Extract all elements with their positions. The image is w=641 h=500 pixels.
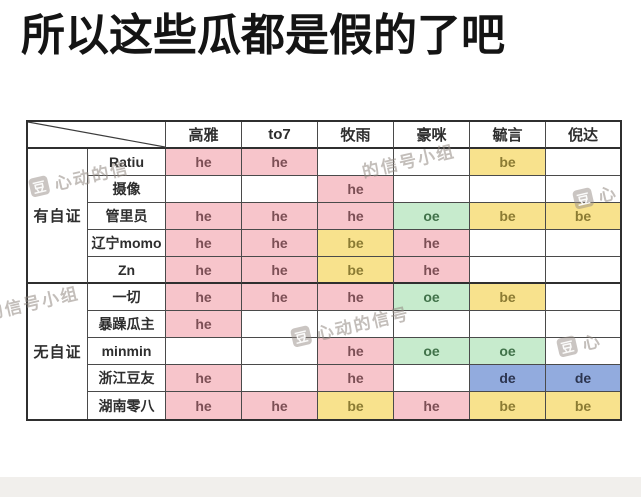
table-cell bbox=[470, 311, 546, 338]
table-cell: he bbox=[242, 230, 318, 257]
table-cell: be bbox=[470, 392, 546, 419]
table-cell: he bbox=[166, 203, 242, 230]
table-cell: he bbox=[394, 392, 470, 419]
table-cell: be bbox=[470, 203, 546, 230]
table-cell: be bbox=[318, 257, 394, 284]
row-label: Zn bbox=[88, 257, 166, 284]
table-cell bbox=[546, 149, 620, 176]
table-cell bbox=[546, 311, 620, 338]
table-cell bbox=[546, 230, 620, 257]
table-cell bbox=[394, 149, 470, 176]
table-cell bbox=[546, 338, 620, 365]
group-label: 无自证 bbox=[28, 284, 88, 419]
table-cell: he bbox=[318, 365, 394, 392]
row-label: 浙江豆友 bbox=[88, 365, 166, 392]
table-cell: he bbox=[242, 149, 318, 176]
table-cell: he bbox=[166, 257, 242, 284]
diagonal-line bbox=[28, 122, 165, 147]
table-cell bbox=[242, 311, 318, 338]
table-cell: he bbox=[166, 284, 242, 311]
table-cell bbox=[318, 311, 394, 338]
column-header: 毓言 bbox=[470, 122, 546, 149]
table-cell: he bbox=[318, 338, 394, 365]
table-cell: be bbox=[318, 392, 394, 419]
table-cell: be bbox=[546, 203, 620, 230]
column-header: to7 bbox=[242, 122, 318, 149]
column-header: 豪咪 bbox=[394, 122, 470, 149]
table-cell: he bbox=[166, 230, 242, 257]
table-cell: he bbox=[394, 230, 470, 257]
table-cell: be bbox=[470, 149, 546, 176]
table-cell: he bbox=[394, 257, 470, 284]
row-label: 湖南零八 bbox=[88, 392, 166, 419]
group-label: 有自证 bbox=[28, 149, 88, 284]
table-cell bbox=[242, 176, 318, 203]
table-cell bbox=[546, 176, 620, 203]
table-cell: he bbox=[166, 149, 242, 176]
verification-table: 高雅 to7 牧雨 豪咪 毓言 倪达 有自证 Ratiu he he be 摄像 he 管里员 he he he… bbox=[26, 120, 622, 421]
table-cell bbox=[546, 257, 620, 284]
column-header: 牧雨 bbox=[318, 122, 394, 149]
table-cell: he bbox=[166, 311, 242, 338]
table-cell: be bbox=[318, 230, 394, 257]
table-cell: oe bbox=[394, 284, 470, 311]
row-label: Ratiu bbox=[88, 149, 166, 176]
table-cell bbox=[318, 149, 394, 176]
table-cell: be bbox=[546, 392, 620, 419]
row-label: 辽宁momo bbox=[88, 230, 166, 257]
table-cell: oe bbox=[394, 203, 470, 230]
table-cell: he bbox=[318, 203, 394, 230]
table-cell: he bbox=[166, 365, 242, 392]
table-cell: he bbox=[242, 257, 318, 284]
table-cell: he bbox=[318, 176, 394, 203]
table-cell: he bbox=[242, 203, 318, 230]
table-cell bbox=[470, 176, 546, 203]
table-cell bbox=[546, 284, 620, 311]
table-cell bbox=[166, 176, 242, 203]
table-corner-cell bbox=[28, 122, 166, 149]
table-cell bbox=[394, 365, 470, 392]
table-cell bbox=[470, 257, 546, 284]
bottom-band bbox=[0, 477, 641, 497]
table-cell: he bbox=[166, 392, 242, 419]
table-cell: he bbox=[242, 392, 318, 419]
table-cell bbox=[242, 338, 318, 365]
table-cell: de bbox=[546, 365, 620, 392]
row-label: 管里员 bbox=[88, 203, 166, 230]
row-label: 一切 bbox=[88, 284, 166, 311]
column-header: 倪达 bbox=[546, 122, 620, 149]
row-label: minmin bbox=[88, 338, 166, 365]
column-header: 高雅 bbox=[166, 122, 242, 149]
table-cell bbox=[394, 311, 470, 338]
table-cell bbox=[394, 176, 470, 203]
table-cell bbox=[242, 365, 318, 392]
table-cell bbox=[166, 338, 242, 365]
page-title: 所以这些瓜都是假的了吧 bbox=[21, 11, 505, 60]
table-cell bbox=[470, 230, 546, 257]
table-cell: he bbox=[318, 284, 394, 311]
table-cell: de bbox=[470, 365, 546, 392]
table-cell: be bbox=[470, 284, 546, 311]
table-cell: oe bbox=[470, 338, 546, 365]
table-cell: oe bbox=[394, 338, 470, 365]
row-label: 摄像 bbox=[88, 176, 166, 203]
table-cell: he bbox=[242, 284, 318, 311]
row-label: 暴躁瓜主 bbox=[88, 311, 166, 338]
